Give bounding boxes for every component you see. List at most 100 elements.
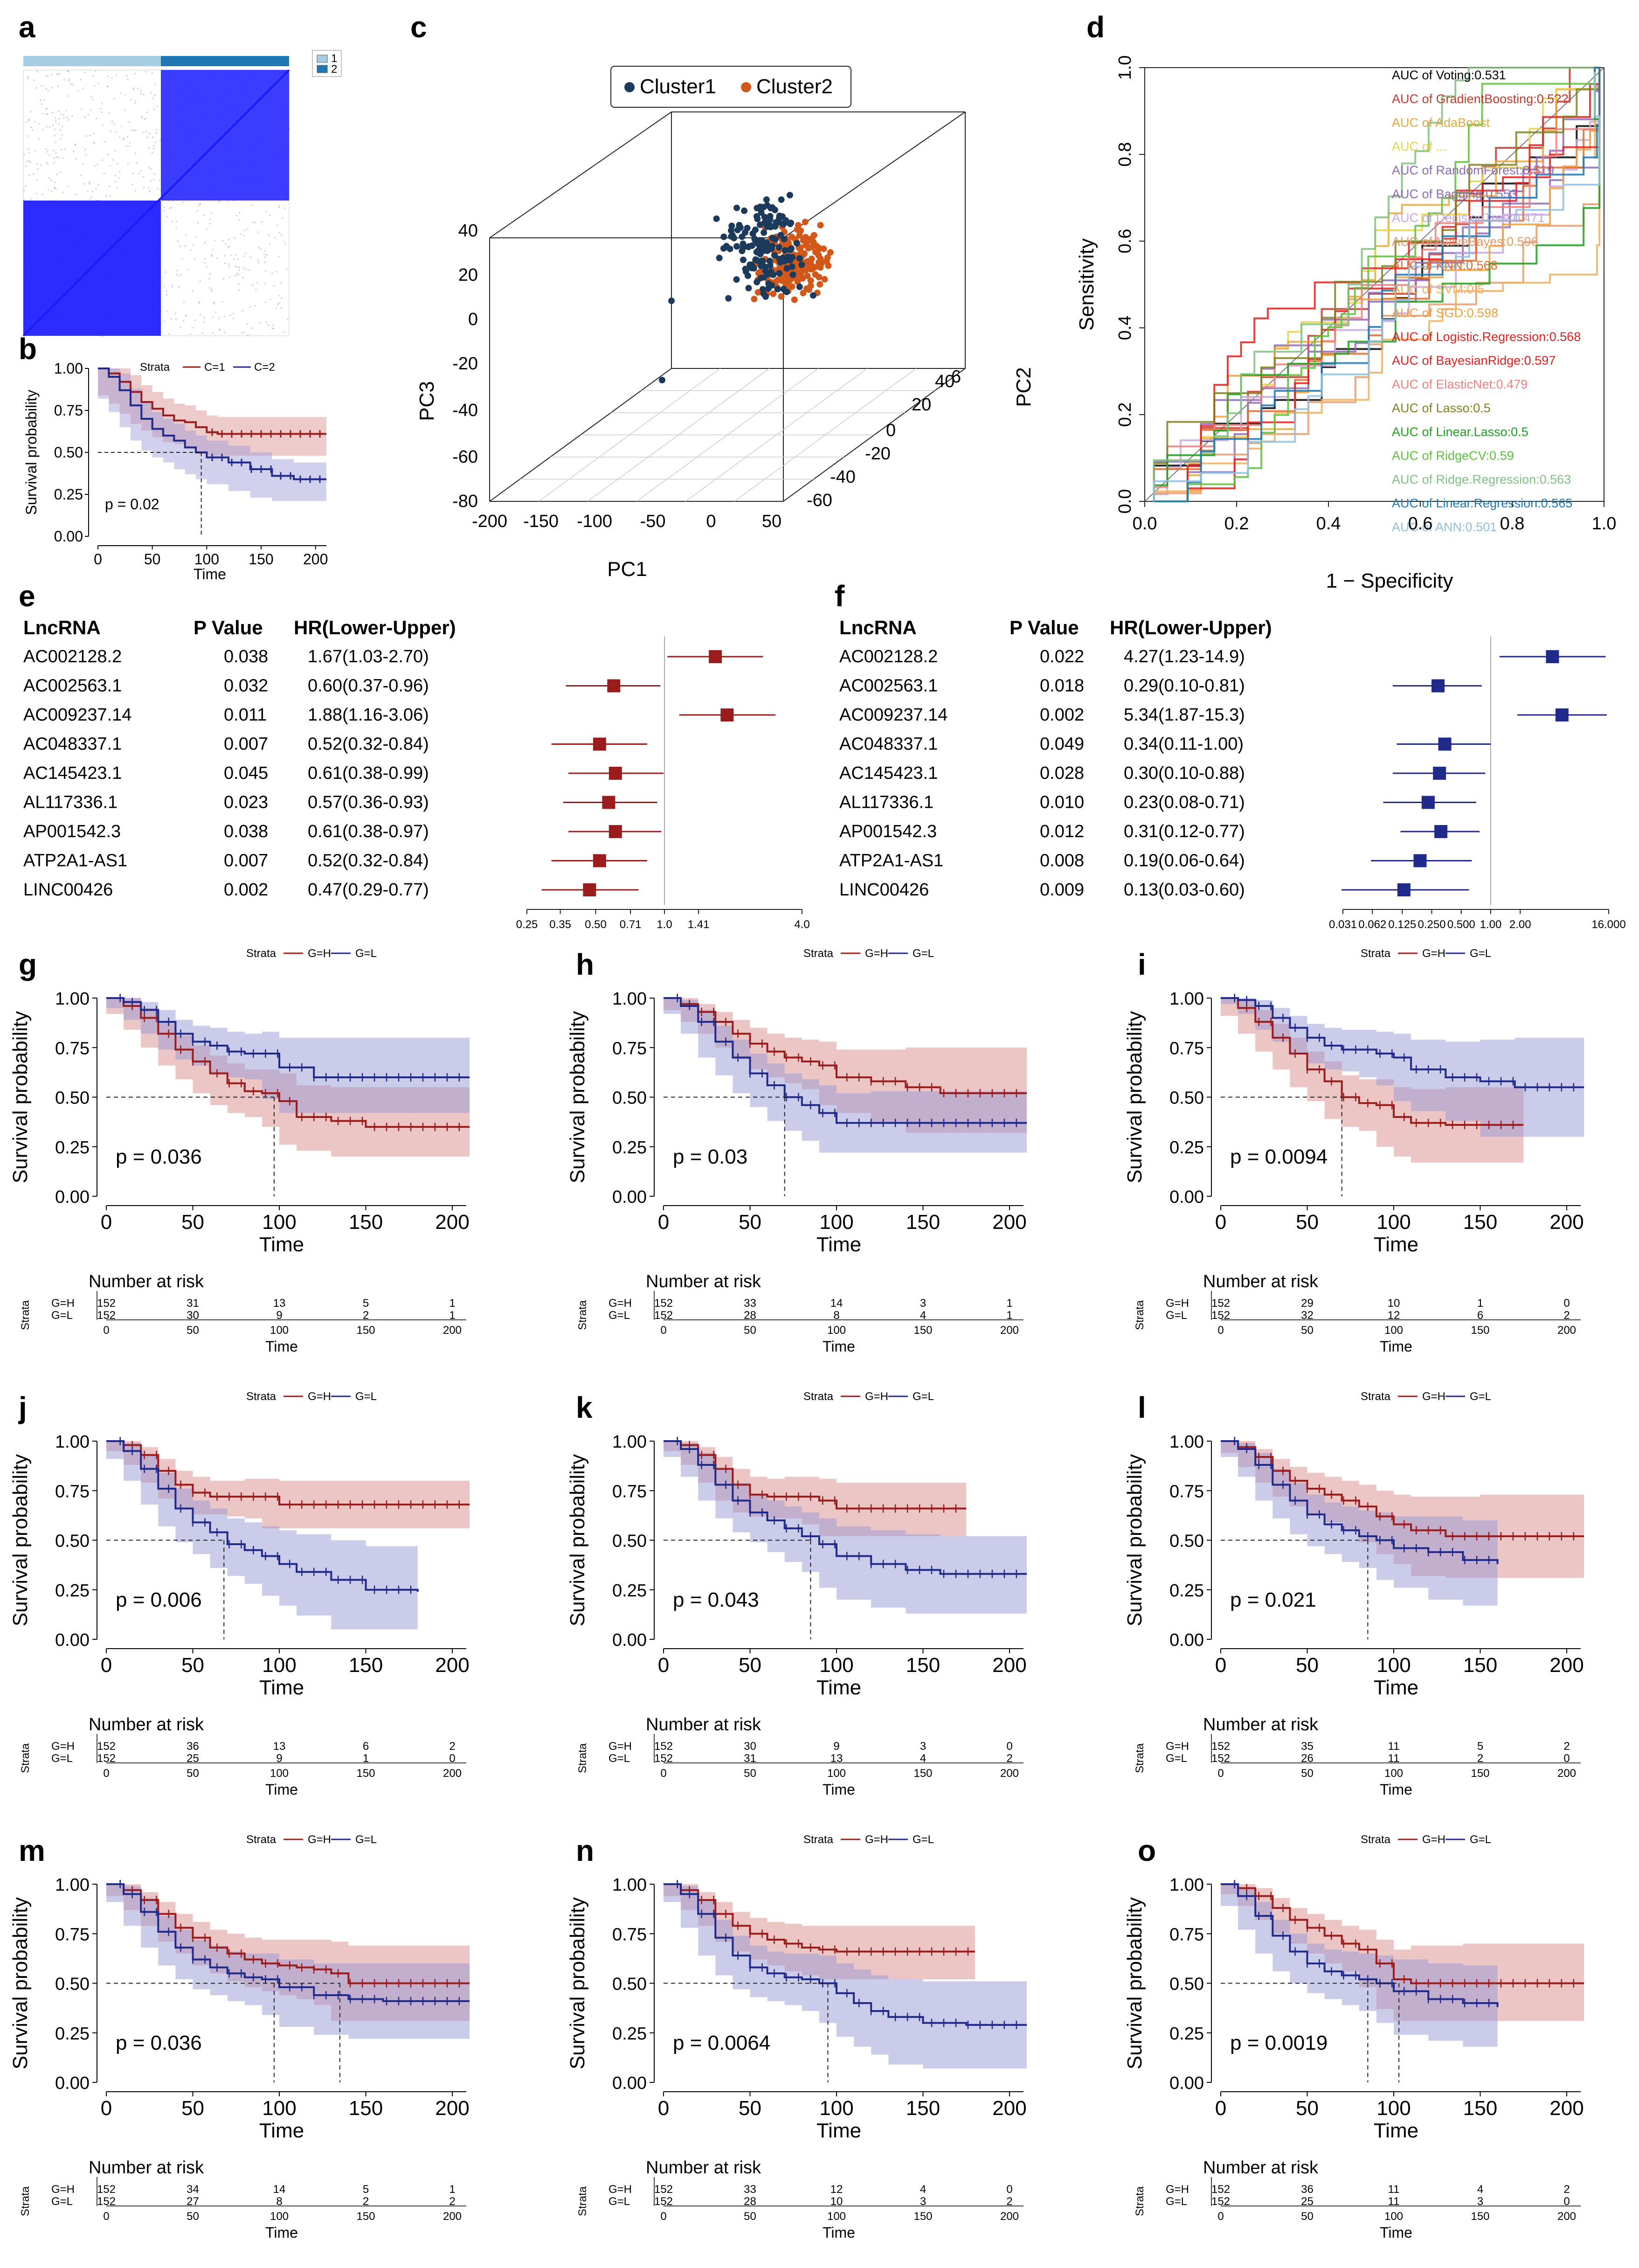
heatmap-noise (246, 323, 248, 325)
heatmap-noise (229, 314, 231, 316)
point-cluster2 (810, 232, 817, 239)
km-plot-l: Strata G=H G=L0.000.250.500.751.000 50 100 15… (1123, 1390, 1584, 1798)
point-cluster1 (793, 240, 800, 247)
heatmap-noise (255, 289, 257, 291)
heatmap-noise (211, 290, 213, 292)
x-tick-label: 1.0 (1592, 514, 1617, 534)
heatmap-noise (41, 103, 42, 105)
y-tick-label: 0.75 (1169, 1039, 1204, 1058)
x-tick-label: 100 (262, 1654, 296, 1677)
risk-x-label: Time (265, 1338, 298, 1355)
point-cluster2 (788, 233, 795, 240)
heatmap-noise (116, 75, 118, 76)
legend-label-cluster2: Cluster2 (756, 75, 833, 98)
heatmap-noise (54, 128, 55, 130)
risk-row-label: G=H (609, 1297, 632, 1310)
heatmap-noise (166, 291, 168, 292)
risk-count: 29 (1301, 1297, 1314, 1310)
risk-x-tick: 0 (103, 1767, 109, 1780)
y-tick-label: 1.00 (1169, 1875, 1204, 1895)
heatmap-noise (205, 266, 207, 268)
x-tick-label: 50 (181, 2097, 204, 2120)
heatmap-noise (154, 83, 156, 85)
roc-curve-11 (1154, 67, 1601, 502)
point-cluster2 (816, 274, 823, 281)
point-cluster1 (742, 268, 749, 275)
heatmap-noise (35, 87, 37, 89)
x-tick-label: -100 (577, 512, 612, 531)
consensus-heatmap: 12 (22, 50, 342, 337)
hr-marker (609, 825, 622, 838)
risk-x-tick: 50 (187, 1324, 199, 1337)
heatmap-noise (90, 109, 91, 111)
y-tick-label: 0.00 (55, 1187, 90, 1207)
risk-count: 152 (654, 1740, 673, 1753)
risk-count: 0 (1563, 1752, 1570, 1765)
heatmap-noise (25, 166, 27, 167)
legend-title: Strata (803, 947, 834, 960)
risk-x-tick: 50 (1301, 1324, 1314, 1337)
heatmap-noise (146, 137, 148, 139)
heatmap-noise (271, 273, 273, 275)
heatmap-noise (29, 111, 31, 113)
risk-x-tick: 150 (356, 1767, 375, 1780)
heatmap-noise (249, 270, 250, 271)
heatmap-noise (218, 328, 220, 330)
heatmap-noise (115, 150, 117, 152)
risk-x-tick: 150 (356, 2210, 375, 2223)
z-tick-label: 0 (886, 421, 896, 440)
heatmap-noise (37, 163, 39, 165)
heatmap-noise (46, 162, 48, 164)
ci-band-G=L (1221, 1441, 1498, 1606)
heatmap-noise (142, 132, 144, 133)
column-header: P Value (1010, 617, 1079, 638)
heatmap-noise (194, 258, 195, 260)
risk-count: 1 (449, 1297, 455, 1310)
y-tick-label: 0.75 (612, 1039, 647, 1058)
heatmap-noise (223, 315, 225, 317)
risk-row-label: G=H (51, 1740, 75, 1753)
heatmap-noise (144, 118, 145, 120)
auc-label-18: AUC of Linear.Regression:0.565 (1392, 496, 1572, 510)
heatmap-noise (89, 134, 91, 136)
risk-count: 1 (449, 1309, 455, 1322)
point-cluster1 (725, 295, 732, 302)
heatmap-noise (241, 332, 243, 334)
heatmap-noise (264, 283, 266, 284)
km-plot-i: Strata G=H G=L0.000.250.500.751.000 50 100 15… (1123, 947, 1584, 1355)
p-value: p = 0.036 (116, 1145, 202, 1168)
heatmap-noise (201, 333, 203, 334)
legend-label-high: G=H (865, 947, 888, 960)
heatmap-noise (68, 80, 70, 82)
heatmap-noise (275, 307, 277, 309)
x-tick-label: 150 (906, 1654, 940, 1677)
heatmap-noise (152, 152, 153, 154)
risk-row-label: G=L (1166, 2195, 1187, 2208)
heatmap-noise (281, 297, 283, 299)
p-value: 0.032 (224, 676, 268, 696)
risk-x-label: Time (823, 2224, 855, 2241)
p-value: 0.022 (1040, 647, 1084, 666)
heatmap-noise (26, 160, 28, 162)
heatmap-noise (124, 94, 126, 96)
legend-title: Strata (140, 361, 170, 374)
auc-label-0: AUC of Voting:0.531 (1392, 68, 1506, 82)
x-tick-label: 50 (762, 512, 781, 531)
risk-count: 36 (1301, 2183, 1314, 2196)
x-axis-label: Time (259, 2119, 304, 2142)
heatmap-noise (238, 266, 240, 268)
heatmap-noise (198, 302, 200, 304)
y-tick-label: 1.00 (1169, 989, 1204, 1009)
heatmap-noise (230, 254, 232, 256)
heatmap-noise (186, 315, 187, 317)
heatmap-noise (95, 188, 97, 190)
point-cluster1 (758, 263, 765, 270)
y-tick-label: 1.00 (612, 1875, 647, 1895)
heatmap-noise (145, 118, 147, 119)
hr-text: 1.88(1.16-3.06) (308, 705, 429, 725)
heatmap-noise (93, 132, 95, 134)
heatmap-noise (225, 243, 227, 245)
heatmap-noise (195, 236, 197, 237)
risk-x-tick: 50 (744, 1324, 756, 1337)
y-tick-label: 1.00 (55, 1432, 90, 1452)
